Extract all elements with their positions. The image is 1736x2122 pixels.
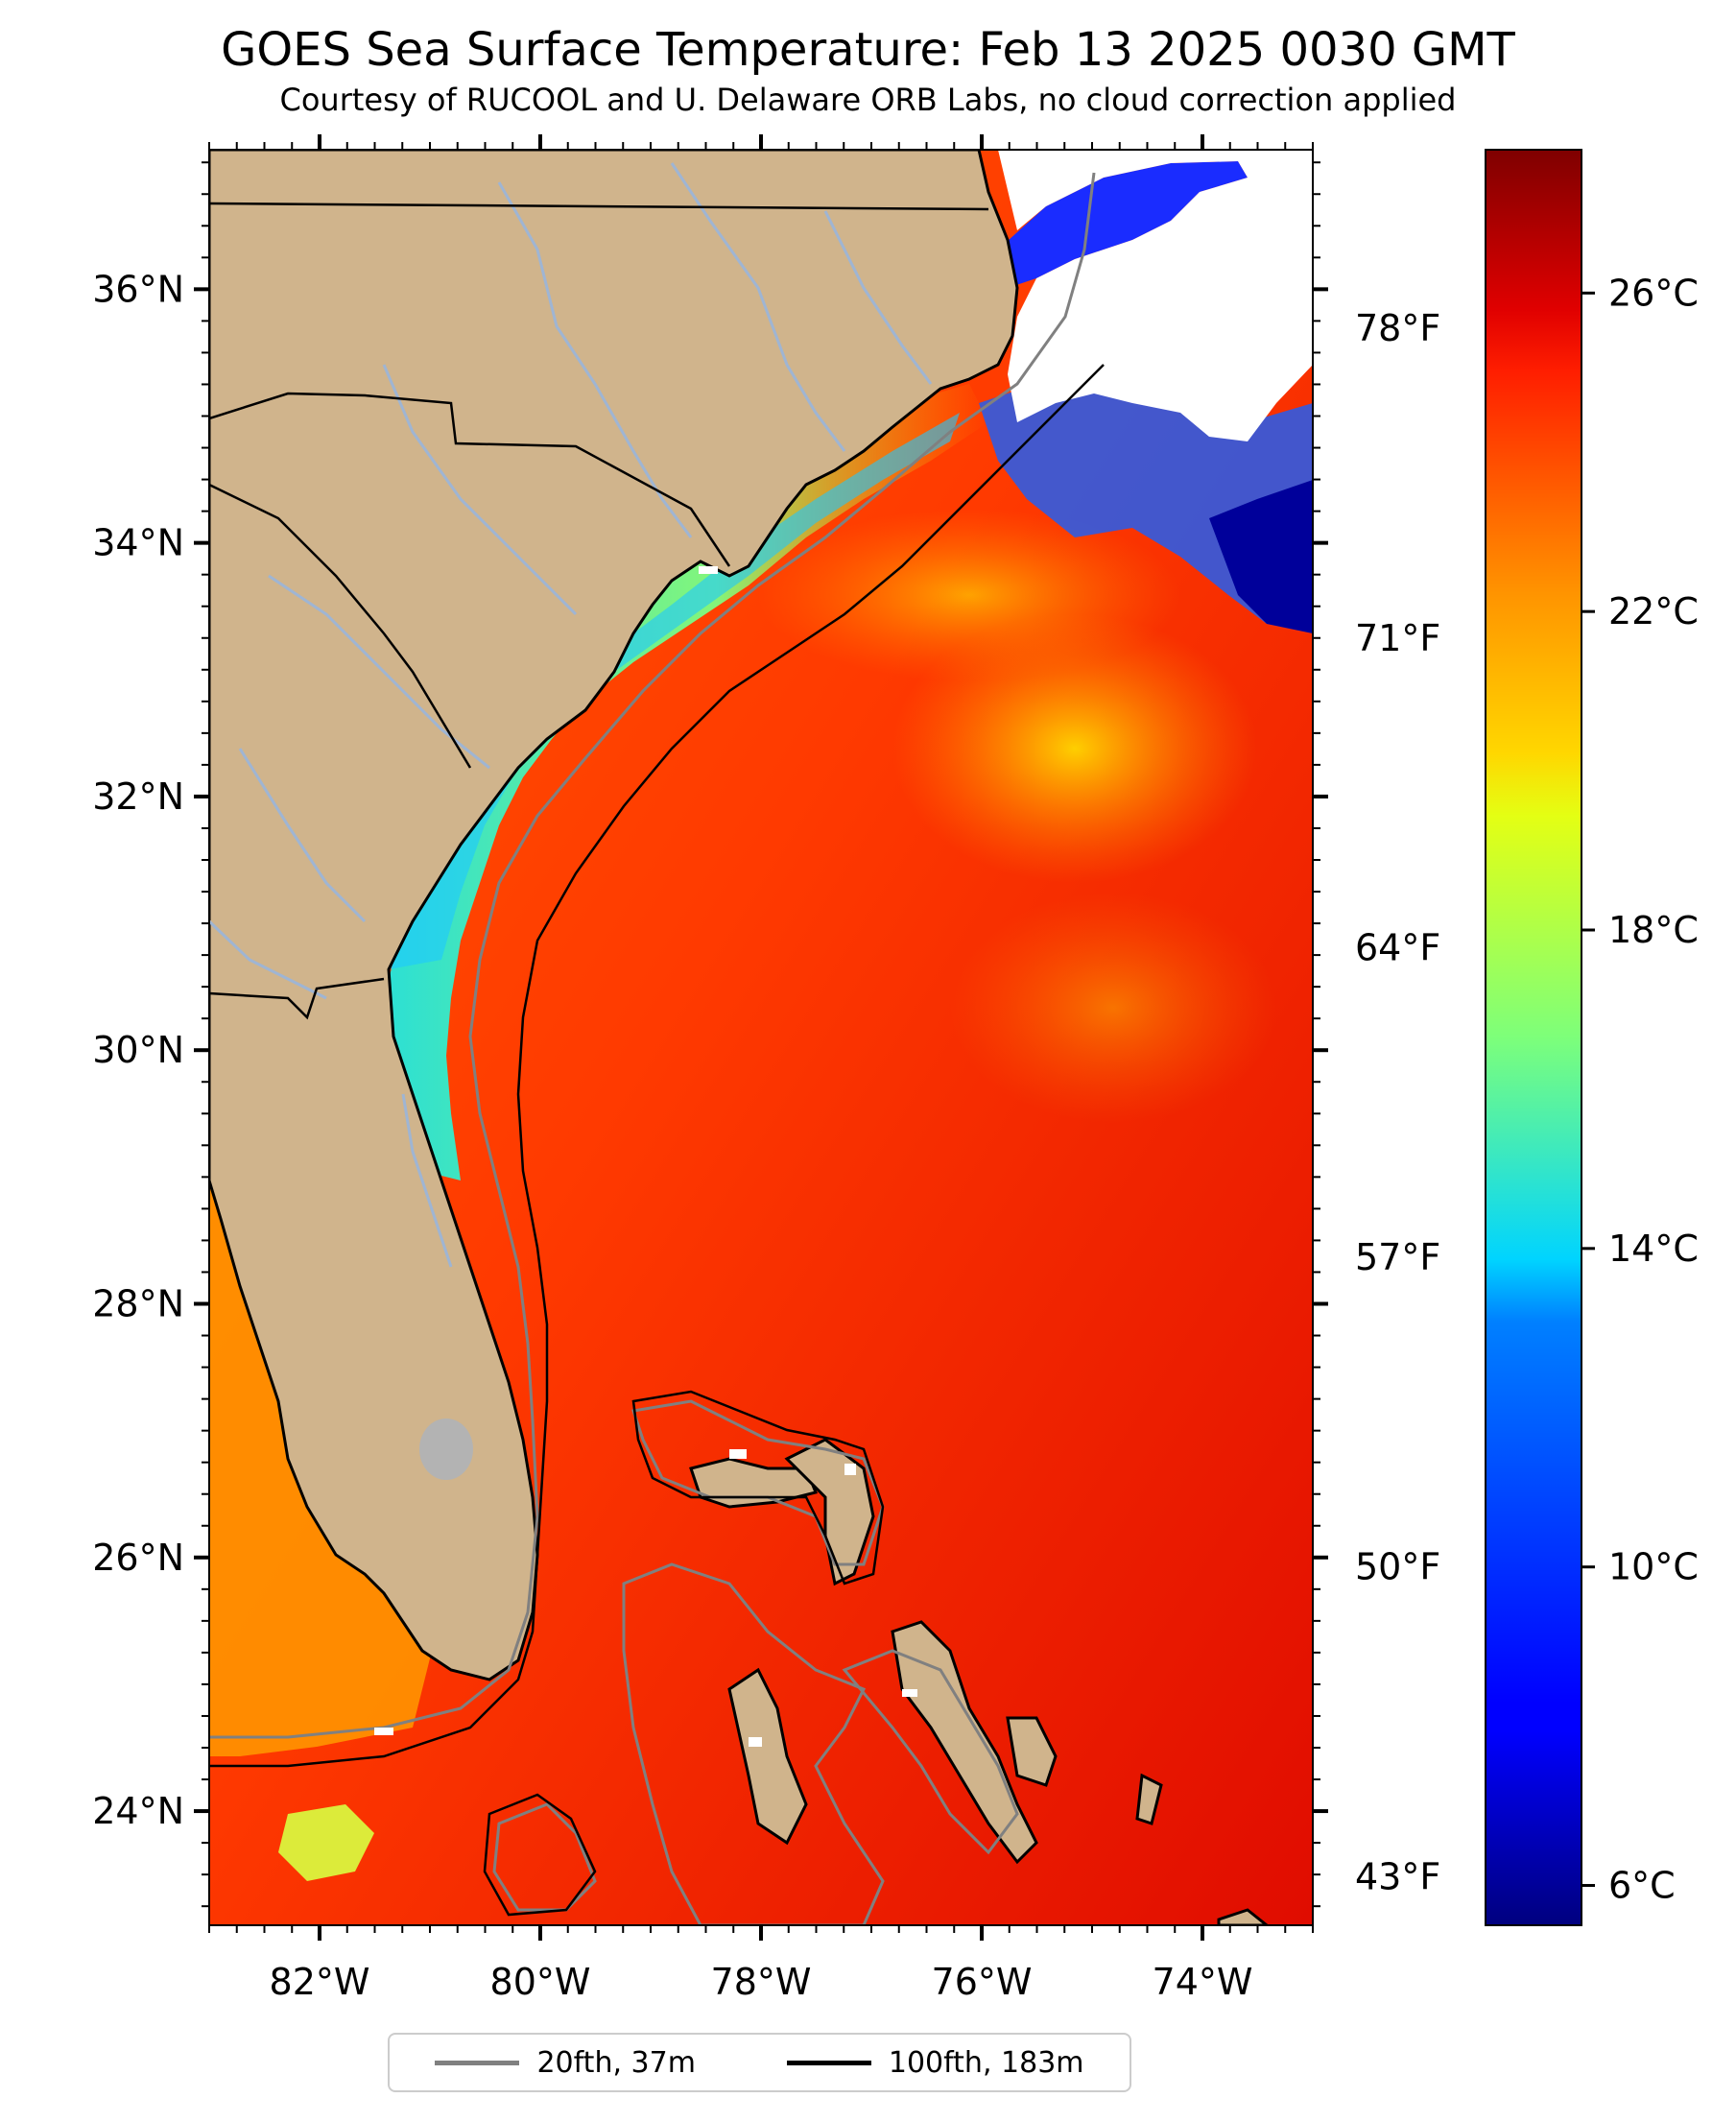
contour-legend: 20fth, 37m 100fth, 183m <box>388 2033 1131 2092</box>
state-borders <box>209 202 989 1020</box>
contour-20fth <box>209 172 1096 1925</box>
colorbar-label-f: 43°F <box>1355 1855 1440 1897</box>
warm-filament <box>758 509 1180 681</box>
chart-title: GOES Sea Surface Temperature: Feb 13 202… <box>221 23 1515 77</box>
map-area <box>209 150 1313 1925</box>
map-axes: 24°N 26°N 28°N 30°N 32°N 34°N 36°N 82°W 80°W 78°W… <box>92 134 1328 2003</box>
warm-filament <box>950 893 1276 1123</box>
cool-nearshore-water <box>389 413 960 969</box>
chart-subtitle: Courtesy of RUCOOL and U. Delaware ORB L… <box>279 82 1457 118</box>
legend-label-20fth: 20fth, 37m <box>536 2045 696 2080</box>
bahamas-islands <box>689 1438 1270 1925</box>
coastal-no-data-specks <box>374 566 917 1747</box>
legend-swatch-100fth <box>786 2060 871 2065</box>
lat-tick-label: 28°N <box>92 1283 184 1325</box>
colorbar-ticks: 6°C 10°C 14°C 18°C 22°C 26°C 43°F 50°F 57°F 64°F 7… <box>1355 272 1699 1906</box>
colorbar-label-f: 57°F <box>1355 1236 1440 1278</box>
colorbar-label-c: 10°C <box>1608 1546 1699 1588</box>
rivers <box>209 162 933 1268</box>
colorbar-label-c: 14°C <box>1608 1228 1699 1270</box>
lake-okeechobee <box>419 1419 473 1480</box>
contour-100fth <box>209 364 1105 1917</box>
lat-tick-label: 24°N <box>92 1790 184 1832</box>
warm-eddy <box>892 614 1257 883</box>
no-data-area <box>998 150 1313 441</box>
legend-item-20fth: 20fth, 37m <box>435 2045 696 2080</box>
lon-tick-label: 82°W <box>270 1961 370 2003</box>
colorbar-label-f: 78°F <box>1355 307 1440 349</box>
land-mainland <box>209 150 1019 1681</box>
colorbar-label-f: 71°F <box>1355 617 1440 659</box>
lon-tick-label: 80°W <box>490 1961 591 2003</box>
legend-item-100fth: 100fth, 183m <box>786 2045 1084 2080</box>
legend-label-100fth: 100fth, 183m <box>888 2045 1084 2080</box>
lat-tick-label: 32°N <box>92 775 184 818</box>
colorbar-label-c: 26°C <box>1608 272 1699 314</box>
lon-tick-label: 78°W <box>711 1961 812 2003</box>
lat-tick-label: 26°N <box>92 1537 184 1579</box>
colorbar-label-c: 18°C <box>1608 909 1699 951</box>
legend-swatch-20fth <box>435 2060 520 2065</box>
colorbar-label-c: 22°C <box>1608 590 1699 632</box>
cold-water-northeast-core <box>1209 480 1313 633</box>
lat-tick-label: 34°N <box>92 522 184 564</box>
colorbar-label-f: 64°F <box>1355 926 1440 968</box>
cold-water-hatteras <box>998 161 1248 288</box>
colorbar <box>1485 149 1582 1926</box>
keys-warm-patches <box>278 1804 374 1881</box>
lat-tick-label: 30°N <box>92 1029 184 1071</box>
colorbar-label-f: 50°F <box>1355 1546 1440 1588</box>
lat-tick-label: 36°N <box>92 268 184 310</box>
lon-tick-label: 76°W <box>932 1961 1033 2003</box>
colorbar-label-c: 6°C <box>1608 1865 1676 1907</box>
lon-tick-label: 74°W <box>1153 1961 1253 2003</box>
